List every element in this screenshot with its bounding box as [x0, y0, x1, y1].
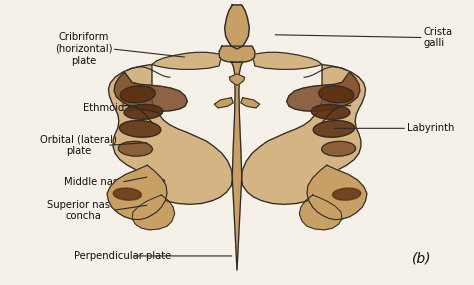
Text: Superior nasal
concha: Superior nasal concha [47, 200, 119, 221]
Polygon shape [300, 195, 342, 230]
Polygon shape [242, 64, 365, 204]
Ellipse shape [119, 121, 161, 137]
Polygon shape [231, 62, 243, 270]
Polygon shape [241, 98, 260, 108]
Ellipse shape [313, 121, 355, 137]
Text: Cribriform
(horizontal)
plate: Cribriform (horizontal) plate [55, 32, 112, 66]
Text: Perpendicular plate: Perpendicular plate [74, 251, 171, 261]
Polygon shape [287, 72, 360, 111]
Polygon shape [219, 46, 255, 62]
Polygon shape [307, 165, 367, 220]
Ellipse shape [333, 188, 361, 200]
Polygon shape [229, 74, 245, 85]
Polygon shape [252, 52, 322, 69]
Ellipse shape [322, 141, 356, 156]
Ellipse shape [319, 86, 354, 103]
Polygon shape [107, 165, 167, 220]
Text: Ethmoid sinus: Ethmoid sinus [83, 103, 154, 113]
Polygon shape [132, 195, 174, 230]
Text: Middle nasal concha: Middle nasal concha [64, 177, 167, 187]
Polygon shape [214, 98, 233, 108]
Ellipse shape [124, 105, 163, 119]
Ellipse shape [120, 86, 155, 103]
Text: (b): (b) [411, 252, 431, 266]
Polygon shape [225, 5, 249, 49]
Polygon shape [114, 72, 187, 111]
Text: Labyrinth: Labyrinth [407, 123, 455, 133]
Ellipse shape [118, 141, 152, 156]
Text: Crista
galli: Crista galli [424, 27, 453, 48]
Ellipse shape [311, 105, 350, 119]
Polygon shape [109, 64, 232, 204]
Ellipse shape [113, 188, 141, 200]
Polygon shape [152, 52, 222, 69]
Text: Orbital (lateral)
plate: Orbital (lateral) plate [40, 135, 117, 156]
